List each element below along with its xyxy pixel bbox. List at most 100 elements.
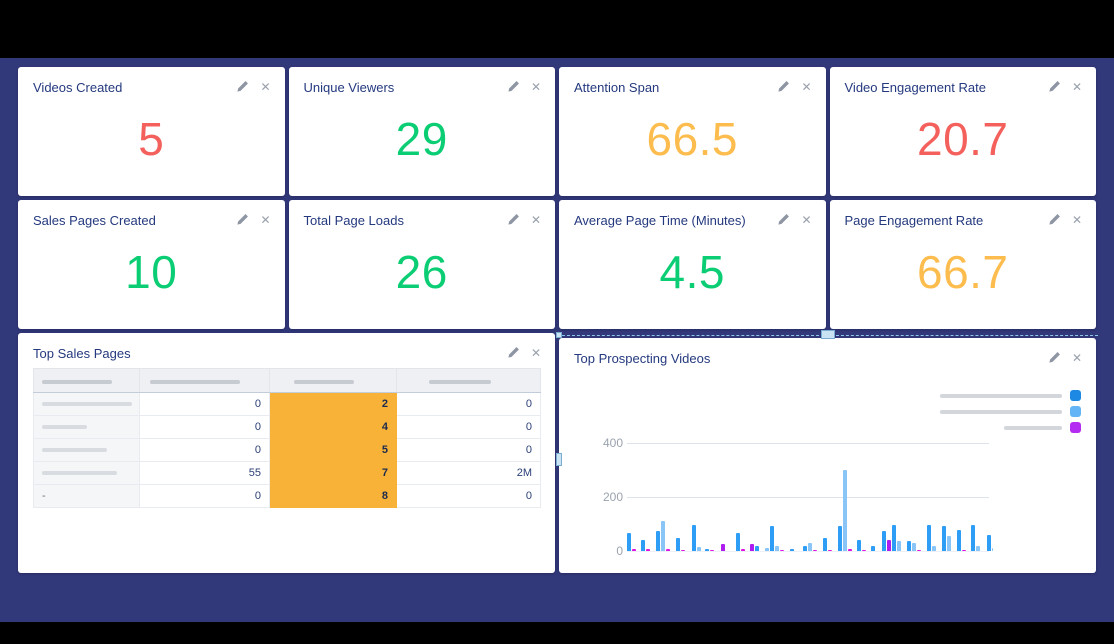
chart-bar[interactable] <box>765 548 769 551</box>
chart-bar[interactable] <box>957 530 961 551</box>
chart-bar[interactable] <box>927 525 931 551</box>
column-header-redacted <box>396 368 541 393</box>
chart-bar[interactable] <box>992 548 993 551</box>
chart-bar[interactable] <box>838 526 842 551</box>
chart-bar[interactable] <box>803 546 807 551</box>
value-cell: 7 <box>269 461 397 485</box>
resize-handle-top-left[interactable] <box>556 332 562 338</box>
chart-bar[interactable] <box>627 533 631 551</box>
chart-bar[interactable] <box>947 536 951 551</box>
metric-value: 26 <box>395 245 448 298</box>
chart-bar[interactable] <box>656 531 660 551</box>
edit-icon[interactable] <box>507 346 520 359</box>
column-header-redacted <box>269 368 397 393</box>
redacted-label-bar <box>42 471 117 476</box>
chart-bar[interactable] <box>692 525 696 551</box>
close-icon[interactable]: ✕ <box>1071 212 1082 227</box>
chart-bar[interactable] <box>681 550 685 551</box>
chart-bar[interactable] <box>848 549 852 551</box>
row-label-cell <box>33 392 140 416</box>
metric-value: 20.7 <box>916 112 1009 165</box>
chart-bar[interactable] <box>705 549 709 551</box>
chart-bar[interactable] <box>887 540 891 551</box>
value-cell: 5 <box>269 438 397 462</box>
chart-bar[interactable] <box>750 544 754 551</box>
chart-bar[interactable] <box>932 546 936 551</box>
dashboard-background: Videos Created ✕ 5 Unique Viewers ✕ 29 Attenti… <box>0 58 1114 622</box>
chart-bar[interactable] <box>808 543 812 551</box>
chart-bar[interactable] <box>790 549 794 551</box>
edit-icon[interactable] <box>777 213 790 226</box>
edit-icon[interactable] <box>507 213 520 226</box>
card-header: Attention Span ✕ <box>559 67 826 95</box>
chart-bar[interactable] <box>741 549 745 551</box>
card-controls: ✕ <box>1048 80 1082 93</box>
chart-bar[interactable] <box>770 526 774 551</box>
chart-bar[interactable] <box>843 470 847 551</box>
close-icon[interactable]: ✕ <box>530 212 541 227</box>
chart-bar[interactable] <box>882 531 886 551</box>
chart-bar[interactable] <box>755 546 759 551</box>
card-title: Total Page Loads <box>303 213 404 228</box>
chart-bar[interactable] <box>661 521 665 551</box>
chart-bar[interactable] <box>676 538 680 551</box>
legend-item[interactable] <box>940 406 1081 417</box>
legend-item[interactable] <box>940 390 1081 401</box>
chart-bar[interactable] <box>813 550 817 551</box>
chart-bar[interactable] <box>912 543 916 551</box>
chart-bar[interactable] <box>962 550 966 551</box>
chart-bar[interactable] <box>666 549 670 551</box>
value-cell: 0 <box>396 484 541 508</box>
edit-icon[interactable] <box>236 80 249 93</box>
edit-icon[interactable] <box>1048 213 1061 226</box>
chart-bar[interactable] <box>828 550 832 551</box>
close-icon[interactable]: ✕ <box>1071 79 1082 94</box>
redacted-label-bar <box>294 379 354 384</box>
chart-bar[interactable] <box>942 526 946 551</box>
edit-icon[interactable] <box>507 80 520 93</box>
chart-bar[interactable] <box>862 550 866 551</box>
edit-icon[interactable] <box>777 80 790 93</box>
chart-bar[interactable] <box>857 540 861 551</box>
chart-bar[interactable] <box>897 541 901 551</box>
chart-bar[interactable] <box>646 549 650 551</box>
chart-bar[interactable] <box>987 535 991 551</box>
y-tick-200: 200 <box>602 490 623 504</box>
chart-bar[interactable] <box>917 550 921 551</box>
close-icon[interactable]: ✕ <box>260 212 271 227</box>
row-label-cell <box>33 438 140 462</box>
resize-handle-top-center[interactable] <box>820 330 835 339</box>
chart-bar[interactable] <box>976 546 980 551</box>
redacted-legend-label-bar <box>1004 425 1062 430</box>
widget-controls: ✕ <box>507 346 541 359</box>
legend-item[interactable] <box>1004 422 1081 433</box>
chart-bar[interactable] <box>721 544 725 551</box>
edit-icon[interactable] <box>236 213 249 226</box>
chart-bar[interactable] <box>871 546 875 551</box>
chart-bar[interactable] <box>775 546 779 551</box>
chart-bar[interactable] <box>710 550 714 551</box>
resize-handle-left-middle[interactable] <box>556 453 562 466</box>
chart-bar[interactable] <box>780 550 784 551</box>
metric-card-videos-created: Videos Created ✕ 5 <box>18 67 285 196</box>
edit-icon[interactable] <box>1048 80 1061 93</box>
metric-value: 66.5 <box>646 112 739 165</box>
chart-bar[interactable] <box>823 538 827 551</box>
row-label-cell: - <box>33 484 140 508</box>
chart-bar[interactable] <box>632 549 636 551</box>
close-icon[interactable]: ✕ <box>1071 350 1082 365</box>
close-icon[interactable]: ✕ <box>530 79 541 94</box>
close-icon[interactable]: ✕ <box>801 212 812 227</box>
chart-bar[interactable] <box>971 525 975 551</box>
chart-bar[interactable] <box>697 547 701 551</box>
edit-icon[interactable] <box>1048 351 1061 364</box>
chart-bar[interactable] <box>641 540 645 551</box>
chart-bar[interactable] <box>907 541 911 551</box>
close-icon[interactable]: ✕ <box>530 345 541 360</box>
chart-bar[interactable] <box>892 525 896 551</box>
close-icon[interactable]: ✕ <box>801 79 812 94</box>
close-icon[interactable]: ✕ <box>260 79 271 94</box>
chart-bar[interactable] <box>736 533 740 551</box>
